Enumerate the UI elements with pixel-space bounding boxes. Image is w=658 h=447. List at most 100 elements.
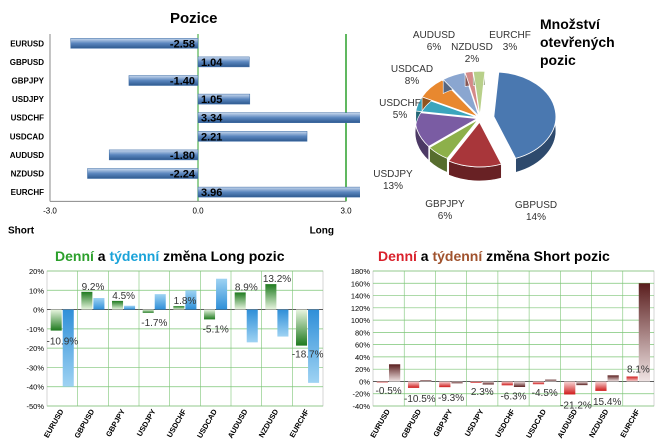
short-bar-daily: [439, 381, 451, 388]
short-bar-daily: [501, 381, 513, 386]
short-title-and: a: [416, 248, 433, 264]
long-bar-weekly: [185, 290, 197, 310]
short-category-label: AUDUSD: [555, 407, 579, 440]
pie-slice: [442, 72, 480, 117]
long-category-label: NZDUSD: [257, 407, 281, 439]
short-bar-weekly: [420, 380, 432, 382]
short-category-label: NZDUSD: [587, 407, 611, 439]
long-category-label: USDCHF: [165, 407, 189, 439]
long-bar-daily: [296, 309, 308, 346]
short-y-tick-label: -40%: [352, 402, 370, 411]
pie-label-usdchf: USDCHF: [379, 98, 421, 109]
short-data-label: -9.3%: [438, 393, 464, 404]
short-data-label: -21.2%: [560, 400, 592, 411]
positions-value-label: -2.58: [170, 38, 195, 50]
long-data-label: 4.5%: [112, 291, 135, 302]
positions-category-label: GBPJPY: [12, 77, 45, 86]
positions-x-tick-label: 3.0: [340, 206, 352, 215]
positions-bar: [128, 75, 199, 86]
pie-label-audusd: AUDUSD: [413, 30, 455, 41]
short-bar-weekly: [482, 381, 494, 385]
long-bar-weekly: [277, 309, 289, 337]
pie-pct-nzdusd: 2%: [465, 54, 480, 65]
long-bar-daily: [265, 284, 277, 310]
pie-slice: [428, 119, 479, 159]
positions-category-label: EURUSD: [10, 39, 44, 48]
long-data-label: 13.2%: [263, 274, 291, 285]
positions-category-label: EURCHF: [11, 188, 44, 197]
pie-slice: [448, 121, 502, 168]
long-bar-daily: [204, 309, 216, 320]
long-bar-weekly: [124, 305, 136, 310]
long-category-label: EURUSD: [42, 407, 66, 439]
pie-pct-eurchf: 3%: [503, 42, 518, 53]
short-bar-weekly: [638, 283, 651, 382]
short-y-tick-label: 160%: [351, 279, 371, 288]
pie-pct-usdjpy: 13%: [383, 181, 403, 192]
long-data-label: 9.2%: [82, 282, 105, 293]
long-bar-daily: [142, 309, 154, 313]
long-bar-weekly: [246, 309, 258, 343]
positions-value-label: 1.05: [201, 94, 222, 106]
short-plot-area: [372, 270, 655, 407]
long-category-label: GBPUSD: [72, 407, 96, 440]
positions-bar: [197, 131, 308, 142]
long-data-label: -5.1%: [203, 324, 229, 335]
long-y-tick-label: -40%: [26, 383, 44, 392]
long-y-tick-label: 0%: [33, 306, 44, 315]
short-bar-daily: [376, 381, 388, 383]
positions-value-label: 2.21: [201, 131, 222, 143]
short-category-label: GBPJPY: [431, 408, 454, 439]
positions-category-label: AUDUSD: [10, 151, 44, 160]
long-plot-area: [46, 270, 324, 407]
short-y-tick-label: 140%: [351, 292, 371, 301]
short-change-chart-title: Denní a týdenní změna Short pozic: [378, 248, 610, 264]
open-interest-chart-title: Množství otevřených pozic: [540, 16, 615, 68]
short-bar-weekly: [607, 375, 619, 382]
long-change-chart-title: Denní a týdenní změna Long pozic: [55, 248, 284, 264]
short-bar-weekly: [576, 381, 588, 386]
positions-chart: EURUSD -2.58 GBPUSD 1.04 GBPJPY -1.40 USDJPY 1.…: [8, 34, 360, 236]
pie-pct-eurusd: 43%: [562, 99, 582, 110]
long-bar-weekly: [308, 309, 320, 383]
long-title-weekly: týdenní: [109, 248, 160, 264]
long-data-label: -10.9%: [46, 337, 78, 348]
short-y-tick-label: 80%: [355, 328, 370, 337]
short-y-tick-label: 0%: [359, 377, 370, 386]
pie-label-eurchf: EURCHF: [489, 30, 531, 41]
long-bar-daily: [234, 292, 246, 310]
positions-value-label: -1.40: [170, 76, 195, 88]
short-data-label: 2.3%: [471, 387, 494, 398]
long-bar-weekly: [93, 298, 105, 310]
long-bar-weekly: [62, 309, 74, 387]
pie-slice: [421, 79, 479, 117]
long-category-label: USDCAD: [195, 407, 219, 440]
short-y-tick-label: 180%: [351, 268, 371, 276]
short-title-daily: Denní: [378, 248, 417, 264]
short-y-tick-label: 20%: [355, 365, 370, 374]
positions-value-label: 3.34: [201, 113, 223, 125]
long-bar-weekly: [216, 278, 228, 310]
short-y-tick-label: -20%: [352, 390, 370, 399]
pie-slice: [415, 97, 478, 118]
positions-bar: [70, 38, 199, 49]
short-bar-daily: [626, 376, 638, 382]
pie-pct-usdchf: 5%: [393, 110, 408, 121]
positions-category-label: GBPUSD: [10, 58, 44, 67]
long-data-label: 8.9%: [235, 282, 258, 293]
pie-pct-usdcad: 8%: [405, 76, 420, 87]
positions-long-label: Long: [310, 225, 334, 236]
positions-bar: [197, 186, 360, 198]
positions-value-label: -2.24: [170, 169, 196, 181]
positions-bar: [197, 56, 250, 68]
pie-slice: [472, 70, 486, 116]
pie-pct-audusd: 6%: [427, 42, 442, 53]
positions-bar: [108, 149, 199, 161]
short-category-label: EURUSD: [368, 407, 392, 439]
positions-bar: [87, 168, 199, 179]
positions-value-label: 1.04: [201, 57, 223, 69]
short-bar-daily: [595, 381, 607, 391]
short-data-label: 8.1%: [627, 364, 650, 375]
short-bar-weekly: [513, 381, 526, 387]
positions-short-label: Short: [8, 225, 35, 236]
